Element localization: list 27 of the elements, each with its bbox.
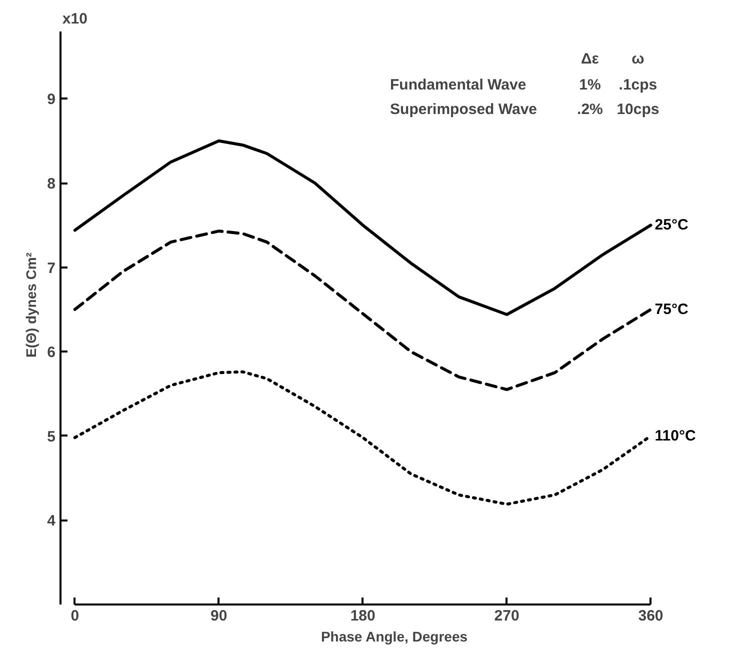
annotation: .2%: [577, 101, 603, 118]
y-tick-label: 7: [47, 260, 56, 277]
y-axis-title: E(Θ) dynes Cm²: [23, 252, 40, 358]
x-tick-label: 180: [350, 608, 376, 624]
annotation: Superimposed Wave: [390, 101, 538, 118]
y-tick-label: 4: [47, 512, 56, 530]
text: x10: [62, 10, 88, 28]
annotation: .1cps: [618, 76, 658, 94]
y-tick-label: 8: [47, 176, 56, 193]
line-series: [73, 139, 652, 316]
annotation: ω: [632, 50, 645, 68]
annotation: 1%: [579, 76, 601, 94]
series-label: 110°C: [654, 427, 696, 444]
y-tick-label: 6: [47, 344, 56, 362]
x-tick-label: 90: [210, 608, 228, 624]
annotation: Δε: [581, 50, 599, 68]
x-axis-title: Phase Angle, Degrees: [320, 628, 468, 644]
x-tick-label: 360: [638, 608, 664, 624]
line-series: [73, 230, 652, 392]
x-tick-label: 0: [70, 608, 80, 624]
annotation: Fundamental Wave: [390, 76, 526, 94]
x-tick-label: 270: [494, 608, 520, 624]
annotation: 10cps: [616, 101, 660, 118]
y-tick-label: 9: [47, 91, 56, 108]
y-tick-label: 5: [47, 428, 56, 446]
series-label: 25°C: [654, 216, 688, 234]
series-label: 75°C: [654, 300, 688, 318]
